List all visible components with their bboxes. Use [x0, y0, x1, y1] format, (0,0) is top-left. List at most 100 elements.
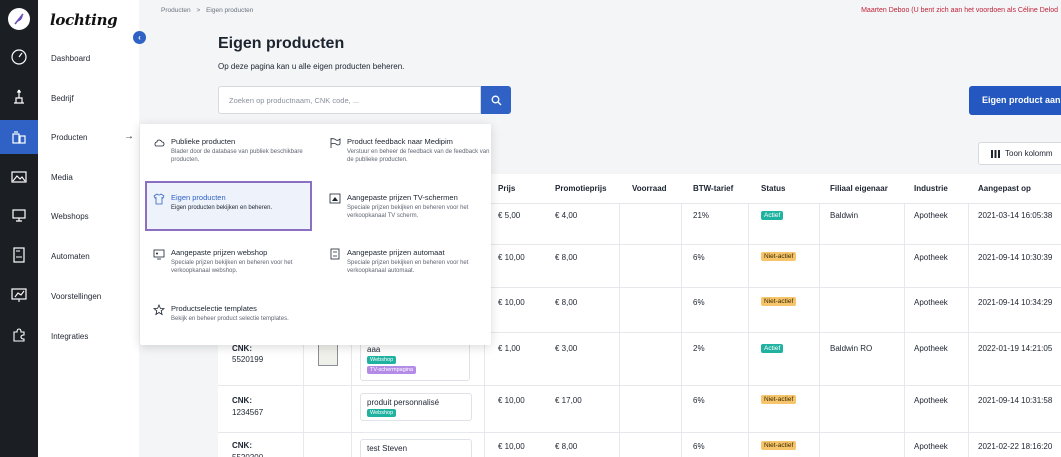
menu-item-prijzen-tv[interactable]: Aangepaste prijzen TV-schermen Speciale …: [329, 193, 497, 229]
product-thumbnail[interactable]: [318, 342, 338, 366]
cnk-label: CNK:: [232, 344, 252, 353]
menu-item-eigen-producten[interactable]: Eigen producten Eigen producten bekijken…: [153, 193, 321, 229]
industry-cell: Apotheek: [914, 396, 948, 405]
industry-cell: Apotheek: [914, 253, 948, 262]
breadcrumb-item-producten[interactable]: Producten: [161, 7, 191, 14]
modified-cell: 2021-03-14 16:05:38: [978, 211, 1053, 220]
column-divider: [351, 332, 352, 457]
sidebar-item-voorstellingen[interactable]: Voorstellingen: [51, 292, 102, 301]
row-divider: [218, 244, 1061, 245]
column-header-filiaal-eigenaar[interactable]: Filiaal eigenaar: [830, 184, 888, 193]
menu-item-productselectie-templates[interactable]: Productselectie templates Bekijk en behe…: [153, 304, 321, 330]
header-divider: [218, 203, 1061, 204]
menu-item-prijzen-webshop[interactable]: Aangepaste prijzen webshop Speciale prij…: [153, 248, 321, 284]
menu-item-title: Eigen producten: [171, 193, 226, 202]
sidebar-item-integraties[interactable]: Integraties: [51, 332, 89, 341]
product-name: aaa: [367, 345, 381, 354]
column-header-voorraad[interactable]: Voorraad: [632, 184, 667, 193]
vat-cell: 6%: [693, 396, 705, 405]
menu-item-prijzen-automaat[interactable]: Aangepaste prijzen automaat Speciale pri…: [329, 248, 497, 284]
industry-cell: Apotheek: [914, 298, 948, 307]
cloud-icon: [154, 139, 165, 147]
column-header-industrie[interactable]: Industrie: [914, 184, 948, 193]
sidebar-item-dashboard[interactable]: Dashboard: [51, 54, 91, 63]
page-title: Eigen producten: [218, 35, 345, 52]
vat-cell: 6%: [693, 442, 705, 451]
sidebar-item-webshops[interactable]: Webshops: [51, 212, 89, 221]
promo-price-cell: € 3,00: [555, 344, 578, 353]
flag-icon: [330, 138, 341, 148]
column-header-aangepast-op[interactable]: Aangepast op: [978, 184, 1031, 193]
sidebar: lochting Dashboard Bedrijf Producten Med…: [38, 0, 139, 457]
product-name-box[interactable]: test Steven: [360, 439, 472, 457]
arrow-right-icon: →: [124, 131, 134, 142]
column-divider: [748, 203, 749, 457]
tv-price-icon: [329, 193, 341, 204]
menu-item-product-feedback[interactable]: Product feedback naar Medipim Verstuur e…: [329, 137, 497, 173]
promo-price-cell: € 8,00: [555, 298, 578, 307]
media-icon[interactable]: [0, 160, 38, 194]
vending-price-icon: [330, 248, 340, 260]
search-button[interactable]: [481, 86, 511, 114]
sidebar-item-media[interactable]: Media: [51, 173, 73, 182]
modified-cell: 2021-02-22 18:16:20: [978, 442, 1053, 451]
menu-item-title: Product feedback naar Medipim: [347, 137, 453, 146]
row-divider: [218, 385, 1061, 386]
app-logo[interactable]: [0, 4, 38, 34]
vat-cell: 6%: [693, 298, 705, 307]
puzzle-icon[interactable]: [0, 318, 38, 352]
status-badge: Actief: [761, 211, 784, 220]
menu-item-title: Aangepaste prijzen TV-schermen: [347, 193, 458, 202]
vat-cell: 21%: [693, 211, 710, 220]
cnk-label: CNK:: [232, 396, 252, 405]
collapse-sidebar-button[interactable]: ‹: [133, 31, 146, 44]
columns-icon: [991, 149, 1000, 158]
column-divider: [968, 203, 969, 457]
product-name-box[interactable]: produit personnalisé Webshop: [360, 393, 472, 421]
price-cell: € 1,00: [498, 344, 521, 353]
menu-item-desc: Bekijk en beheer product selectie templa…: [171, 316, 289, 322]
search-input[interactable]: Zoeken op productnaam, CNK code, ...: [218, 86, 481, 114]
sidebar-item-automaten[interactable]: Automaten: [51, 252, 90, 261]
column-header-btw-tarief[interactable]: BTW-tarief: [693, 184, 734, 193]
breadcrumb-separator: >: [196, 7, 201, 14]
product-name-box[interactable]: aaa Webshop TV-schermpagina: [360, 340, 470, 381]
column-header-status[interactable]: Status: [761, 184, 786, 193]
vending-icon[interactable]: [0, 238, 38, 272]
product-name: produit personnalisé: [367, 398, 440, 407]
presentation-icon[interactable]: [0, 278, 38, 312]
brand-logo: lochting: [50, 11, 118, 29]
show-columns-label: Toon kolomm: [1005, 149, 1053, 158]
sidebar-item-producten[interactable]: Producten: [51, 133, 88, 142]
row-divider: [218, 287, 1061, 288]
add-own-product-button[interactable]: Eigen product aan: [969, 86, 1061, 115]
column-divider: [303, 332, 304, 457]
branch-cell: Baldwin: [830, 211, 859, 220]
menu-item-title: Aangepaste prijzen automaat: [347, 248, 445, 257]
webshop-price-icon: [153, 249, 165, 260]
impersonation-notice[interactable]: Maarten Deboo (U bent zich aan het voord…: [861, 7, 1058, 14]
cnk-value: 5520199: [232, 355, 264, 364]
tag-webshop: Webshop: [367, 409, 397, 417]
sidebar-item-bedrijf[interactable]: Bedrijf: [51, 94, 74, 103]
selected-menu-highlight: [145, 181, 312, 231]
industry-cell: Apotheek: [914, 442, 948, 451]
price-cell: € 10,00: [498, 253, 525, 262]
products-icon[interactable]: [0, 120, 38, 154]
menu-item-publieke-producten[interactable]: Publieke producten Blader door de databa…: [153, 137, 321, 173]
promo-price-cell: € 8,00: [555, 442, 578, 451]
webshop-icon[interactable]: [0, 198, 38, 232]
column-header-prijs[interactable]: Prijs: [498, 184, 516, 193]
company-icon[interactable]: [0, 80, 38, 114]
column-divider: [904, 203, 905, 457]
menu-item-desc: Speciale prijzen bekijken en beheren voo…: [347, 205, 469, 219]
column-header-promotieprijs[interactable]: Promotieprijs: [555, 184, 607, 193]
price-cell: € 5,00: [498, 211, 521, 220]
dashboard-icon[interactable]: [0, 40, 38, 74]
cnk-value: 5520200: [232, 453, 263, 457]
show-columns-button[interactable]: Toon kolomm: [978, 142, 1061, 165]
column-divider: [619, 203, 620, 457]
product-name: test Steven: [367, 444, 408, 453]
vat-cell: 2%: [693, 344, 705, 353]
tag-tv-schermpagina: TV-schermpagina: [367, 366, 417, 374]
